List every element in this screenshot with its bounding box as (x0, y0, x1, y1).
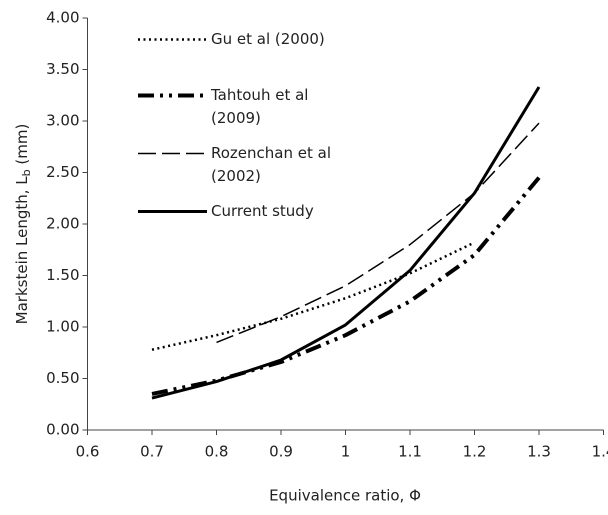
x-tick-label: 0.6 (76, 443, 100, 461)
y-tick-label: 2.50 (46, 163, 79, 181)
legend-label: Gu et al (2000) (211, 30, 325, 48)
legend: Gu et al (2000) Tahtouh et al (2009) Rozen… (135, 28, 351, 235)
y-tick-label: 0.50 (46, 369, 79, 387)
x-tick-label: 0.9 (269, 443, 293, 461)
x-tick-label: 1.1 (398, 443, 422, 461)
legend-item: Tahtouh et al (2009) (135, 84, 351, 130)
y-label-sub: b (20, 169, 33, 176)
y-axis-label: Markstein Length, Lb (mm) (13, 124, 34, 325)
legend-item: Rozenchan et al (2002) (135, 142, 351, 188)
y-label-main: Markstein Length, L (13, 176, 31, 325)
legend-label: Rozenchan et al (2002) (211, 144, 331, 185)
legend-item: Current study (135, 200, 351, 223)
y-tick-label: 3.50 (46, 60, 79, 78)
legend-swatch (138, 38, 207, 41)
y-label-unit: (mm) (13, 124, 31, 170)
legend-swatch (138, 152, 207, 155)
x-tick-label: 0.7 (140, 443, 164, 461)
y-tick-label: 4.00 (46, 9, 79, 27)
x-tick-label: 1.3 (527, 443, 551, 461)
x-tick-label: 1.4 (592, 443, 608, 461)
legend-label: Tahtouh et al (2009) (211, 86, 309, 127)
series-line (216, 122, 540, 344)
legend-swatch (138, 93, 207, 98)
legend-item: Gu et al (2000) (135, 28, 351, 51)
y-tick-label: 0.00 (46, 421, 79, 439)
series-line (151, 86, 541, 400)
legend-swatch (138, 210, 207, 213)
series-line (151, 241, 476, 351)
y-tick-label: 1.00 (46, 318, 79, 336)
x-tick-label: 0.8 (205, 443, 229, 461)
y-tick-label: 3.00 (46, 112, 79, 130)
y-tick-label: 1.50 (46, 266, 79, 284)
y-tick-label: 2.00 (46, 215, 79, 233)
series-line (151, 176, 541, 396)
legend-label: Current study (211, 202, 314, 220)
x-tick-label: 1.2 (463, 443, 487, 461)
x-axis-label: Equivalence ratio, Φ (269, 487, 421, 505)
x-tick-label: 1 (341, 443, 351, 461)
